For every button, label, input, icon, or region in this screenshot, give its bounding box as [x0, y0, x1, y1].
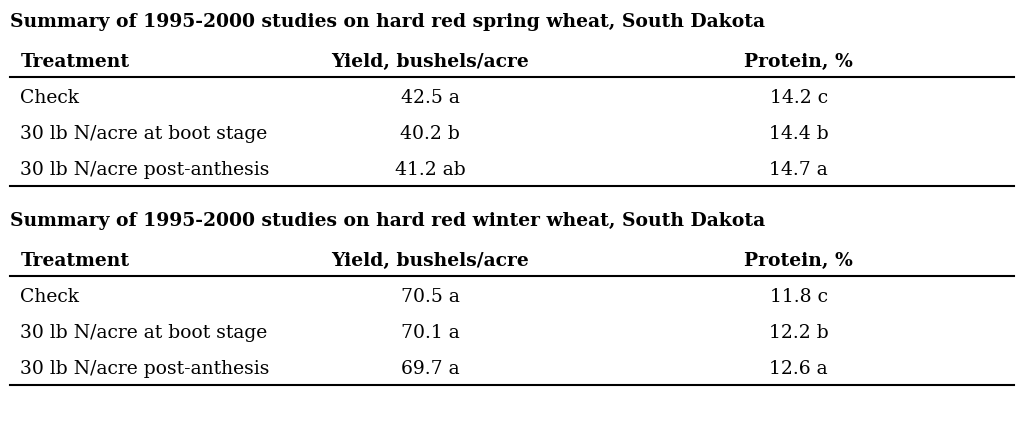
Text: 41.2 ab: 41.2 ab	[394, 160, 466, 178]
Text: Yield, bushels/acre: Yield, bushels/acre	[331, 52, 529, 71]
Text: Summary of 1995-2000 studies on hard red winter wheat, South Dakota: Summary of 1995-2000 studies on hard red…	[10, 212, 765, 230]
Text: Check: Check	[20, 287, 80, 305]
Text: 11.8 c: 11.8 c	[770, 287, 827, 305]
Text: Protein, %: Protein, %	[744, 251, 853, 269]
Text: 70.1 a: 70.1 a	[400, 323, 460, 341]
Text: 30 lb N/acre post-anthesis: 30 lb N/acre post-anthesis	[20, 160, 270, 178]
Text: 12.6 a: 12.6 a	[769, 359, 828, 377]
Text: 14.4 b: 14.4 b	[769, 125, 828, 142]
Text: 30 lb N/acre post-anthesis: 30 lb N/acre post-anthesis	[20, 359, 270, 377]
Text: 12.2 b: 12.2 b	[769, 323, 828, 341]
Text: Treatment: Treatment	[20, 251, 130, 269]
Text: Check: Check	[20, 89, 80, 107]
Text: 70.5 a: 70.5 a	[400, 287, 460, 305]
Text: Protein, %: Protein, %	[744, 52, 853, 71]
Text: 14.2 c: 14.2 c	[770, 89, 827, 107]
Text: Yield, bushels/acre: Yield, bushels/acre	[331, 251, 529, 269]
Text: 40.2 b: 40.2 b	[400, 125, 460, 142]
Text: Summary of 1995-2000 studies on hard red spring wheat, South Dakota: Summary of 1995-2000 studies on hard red…	[10, 13, 765, 31]
Text: 69.7 a: 69.7 a	[400, 359, 460, 377]
Text: 30 lb N/acre at boot stage: 30 lb N/acre at boot stage	[20, 323, 267, 341]
Text: 30 lb N/acre at boot stage: 30 lb N/acre at boot stage	[20, 125, 267, 142]
Text: 14.7 a: 14.7 a	[769, 160, 828, 178]
Text: Treatment: Treatment	[20, 52, 130, 71]
Text: 42.5 a: 42.5 a	[400, 89, 460, 107]
